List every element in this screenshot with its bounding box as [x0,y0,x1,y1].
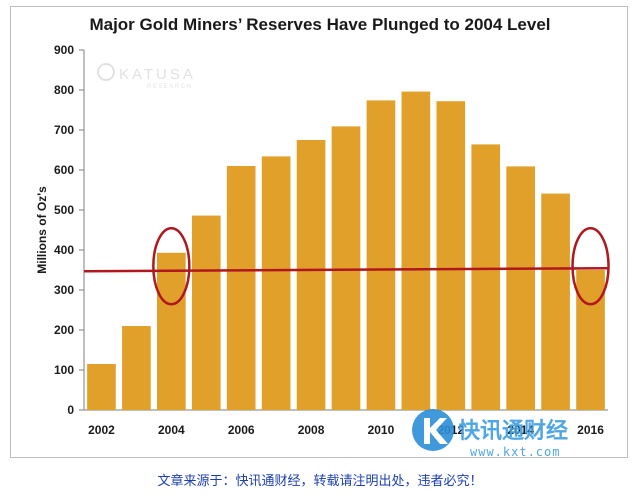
y-tick-label: 400 [54,243,74,257]
overlay-group [83,226,610,306]
bar-2010 [366,100,396,411]
bar-2012 [436,101,466,410]
katusa-name: KATUSA [119,66,196,83]
bar-2006 [226,166,256,410]
axis-group: 0 100 200 300 400 500 600 700 800 900 Millions of … [35,43,608,437]
bar-2011 [401,91,431,410]
y-tick-label: 800 [54,83,74,97]
x-tick-label: 2006 [228,423,255,437]
y-tick-label: 300 [54,283,74,297]
kxt-name: 快讯通财经 [458,418,568,444]
highlight-circle-2016 [571,226,610,306]
y-tick-label: 500 [54,203,74,217]
chart-title: Major Gold Miners’ Reserves Have Plunged… [89,15,551,34]
y-tick-label: 900 [54,43,74,57]
bar-2009 [331,126,361,411]
bar-2007 [261,156,291,410]
y-tick-label: 200 [54,323,74,337]
bar-2008 [296,140,326,410]
x-tick-label: 2004 [158,423,185,437]
y-tick-label: 100 [54,363,74,377]
y-tick-label: 0 [67,403,74,417]
y-tick-label: 700 [54,123,74,137]
x-tick-label: 2010 [368,423,395,437]
x-tick-label: 2008 [298,423,325,437]
bar-2004 [157,252,186,410]
bar-2005 [191,215,221,410]
footer-source-text: 文章来源于：快讯通财经，转载请注明出处，违者必究！ [157,474,483,489]
bars-group [87,91,605,411]
katusa-sub: RESEARCH [147,84,192,90]
kxt-watermark: 快讯通财经 www.kxt.com [412,409,568,459]
y-axis-label: Millions of Oz's [35,186,49,274]
bar-2015 [541,193,570,410]
katusa-logo-icon [97,63,115,81]
highlight-circle-2004 [152,226,191,306]
x-tick-label: 2014 [507,423,534,437]
bar-2016 [576,270,605,410]
bar-2003 [122,326,151,410]
x-tick-label: 2002 [88,423,115,437]
bar-2013 [471,144,501,410]
katusa-watermark: KATUSA RESEARCH [97,63,196,90]
kxt-url: www.kxt.com [470,445,560,459]
bar-2002 [87,364,116,410]
x-tick-label: 2016 [577,423,604,437]
chart-plot: 0 100 200 300 400 500 600 700 800 900 Millions of … [35,43,610,459]
y-tick-label: 600 [54,163,74,177]
bar-2014 [506,166,535,410]
reference-line [83,266,609,273]
